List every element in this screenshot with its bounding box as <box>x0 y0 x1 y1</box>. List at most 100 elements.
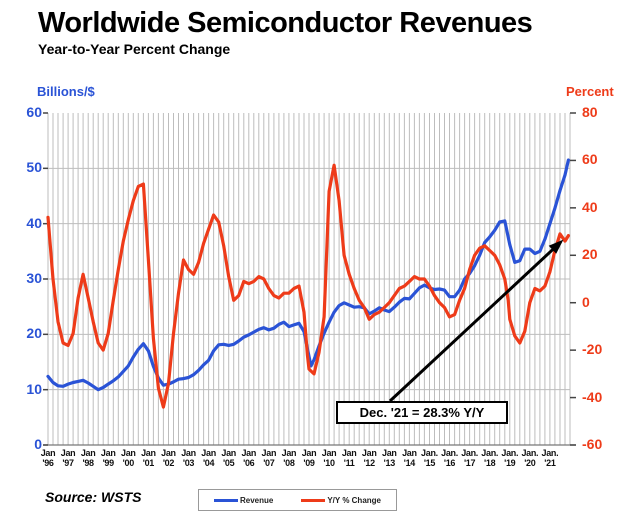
x-tick-year: '13 <box>383 457 396 468</box>
x-tick-month: Jan. <box>481 448 499 458</box>
x-tick-year: '01 <box>142 457 155 468</box>
x-tick-month: Jan <box>402 448 417 458</box>
annotation-arrowhead <box>548 239 564 254</box>
x-tick-month: Jan <box>181 448 196 458</box>
yoy-line-swatch <box>301 498 326 502</box>
legend-label-yoy: Y/Y % Change <box>327 495 381 505</box>
x-tick-month: Jan <box>261 448 277 458</box>
x-tick-month: Jan. <box>501 448 519 458</box>
x-tick-year: '11 <box>343 457 355 468</box>
x-tick-month: Jan <box>161 448 176 458</box>
left-axis-tick-label: 30 <box>26 270 42 286</box>
x-axis-tick-label: Jan '98 <box>77 448 99 468</box>
x-tick-month: Jan <box>201 448 216 458</box>
revenue-line-swatch <box>213 498 238 502</box>
x-tick-year: '99 <box>102 457 115 468</box>
right-axis-tick-label: -20 <box>582 341 603 358</box>
x-axis-tick-label: Jan '12 <box>358 448 380 468</box>
x-tick-year: '97 <box>62 457 74 468</box>
revenue-line <box>46 158 571 392</box>
x-axis-tick-label: Jan '14 <box>398 448 420 468</box>
x-tick-month: Jan <box>221 448 236 458</box>
x-tick-year: '98 <box>82 457 95 468</box>
left-axis-tick-label: 60 <box>26 104 42 120</box>
x-tick-month: Jan <box>40 448 56 458</box>
x-axis-tick-label: Jan '07 <box>258 448 280 468</box>
x-tick-year: '05 <box>223 457 235 468</box>
x-tick-year: '09 <box>303 457 315 468</box>
x-tick-year: '19 <box>504 457 516 468</box>
x-tick-month: Jan <box>301 448 317 458</box>
x-axis-tick-label: Jan. '18 <box>479 448 501 468</box>
right-axis-tick-label: 80 <box>582 104 598 120</box>
x-axis-tick-label: Jan. '17 <box>459 448 481 468</box>
x-axis-tick-label: Jan. '19 <box>499 448 521 468</box>
x-axis-tick-label: Jan '01 <box>137 448 159 468</box>
right-axis-tick-label: -40 <box>582 388 603 405</box>
x-tick-month: Jan <box>321 448 337 458</box>
x-tick-month: Jan <box>361 448 377 458</box>
right-axis-tick-label: 20 <box>582 246 598 263</box>
legend-item-revenue: Revenue <box>213 495 274 505</box>
x-tick-month: Jan <box>80 448 96 458</box>
x-tick-month: Jan <box>141 448 156 458</box>
source-caption: Source: WSTS <box>45 489 142 505</box>
left-axis-tick-label: 40 <box>26 214 42 231</box>
x-axis-tick-label: Jan '11 <box>338 448 360 468</box>
x-tick-month: Jan <box>120 448 136 458</box>
page-subtitle: Year-to-Year Percent Change <box>38 41 231 57</box>
x-axis-tick-label: Jan '13 <box>378 448 400 468</box>
x-axis-tick-label: Jan. '20 <box>519 448 541 468</box>
x-axis-tick-label: Jan '10 <box>318 448 340 468</box>
x-axis-tick-label: Jan '00 <box>117 448 139 468</box>
x-tick-month: Jan <box>241 448 257 458</box>
right-axis-tick-label: 60 <box>582 151 598 168</box>
left-axis-tick-label: 10 <box>26 380 42 397</box>
x-axis-tick-label: Jan '04 <box>198 448 220 468</box>
x-tick-month: Jan <box>60 448 76 458</box>
left-axis-tick-label: 20 <box>26 325 42 342</box>
annotation-arrow-line <box>388 246 556 403</box>
x-tick-year: '12 <box>363 457 376 468</box>
x-tick-year: '06 <box>243 457 255 468</box>
x-tick-year: '14 <box>403 457 416 468</box>
yoy-change-line <box>46 163 571 409</box>
x-tick-month: Jan. <box>521 448 539 458</box>
x-tick-month: Jan <box>281 448 297 458</box>
x-axis-tick-label: Jan '08 <box>278 448 300 468</box>
x-tick-year: '15 <box>423 457 436 468</box>
x-tick-year: '96 <box>42 457 54 468</box>
x-axis-tick-label: Jan. '21 <box>539 448 561 468</box>
x-tick-month: Jan. <box>541 448 559 458</box>
x-tick-month: Jan <box>381 448 397 458</box>
legend-label-revenue: Revenue <box>239 495 274 505</box>
left-axis-tick-label: 0 <box>34 436 42 452</box>
legend-item-yoy: Y/Y % Change <box>301 496 381 505</box>
x-axis-tick-label: Jan '03 <box>178 448 200 468</box>
right-axis-tick-label: 40 <box>582 198 598 215</box>
x-axis-tick-label: Jan '02 <box>157 448 179 468</box>
left-axis-tick-label: 50 <box>26 159 42 176</box>
x-axis-tick-label: Jan '97 <box>57 448 79 468</box>
x-tick-month: Jan. <box>461 448 479 458</box>
right-axis-tick-label: 0 <box>582 293 590 310</box>
right-axis-title: Percent <box>566 84 614 99</box>
x-axis-tick-label: Jan '99 <box>97 448 119 468</box>
annotation-callout: Dec. '21 = 28.3% Y/Y <box>336 401 508 424</box>
x-axis-tick-label: Jan. '16 <box>439 448 461 468</box>
right-axis-tick-label: -60 <box>582 436 603 452</box>
x-tick-year: '21 <box>544 457 556 468</box>
x-tick-year: '02 <box>162 457 175 468</box>
x-tick-month: Jan <box>341 448 357 458</box>
x-tick-year: '18 <box>484 457 496 468</box>
x-tick-month: Jan <box>100 448 116 458</box>
legend-box: Revenue Y/Y % Change <box>198 489 397 511</box>
x-tick-year: '08 <box>283 457 295 468</box>
x-tick-year: '16 <box>443 457 456 468</box>
x-tick-year: '07 <box>263 457 275 468</box>
x-axis-tick-label: Jan '05 <box>218 448 240 468</box>
x-tick-month: Jan. <box>441 448 458 458</box>
x-tick-year: '10 <box>323 457 335 468</box>
